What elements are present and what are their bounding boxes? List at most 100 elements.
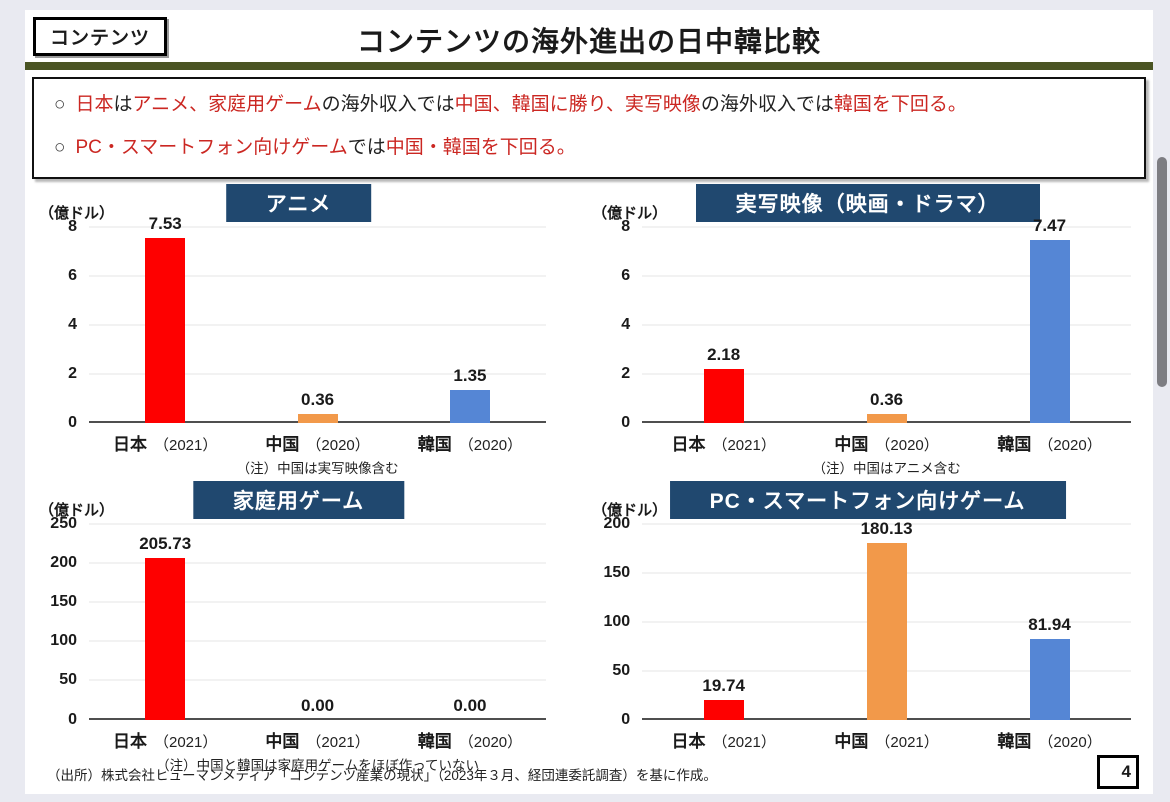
gridline bbox=[89, 324, 547, 326]
year-label: （2021） bbox=[306, 733, 370, 751]
x-axis-labels: 日本 （2021） 中国 （2021） 韓国 （2020） bbox=[89, 727, 546, 752]
chart-title-bar: 実写映像（映画・ドラマ） bbox=[695, 183, 1040, 222]
bullet-text-segment: の海外収入では bbox=[700, 94, 834, 115]
y-axis-tick-label: 150 bbox=[603, 563, 631, 581]
bar-korea bbox=[449, 389, 490, 423]
bar-value-label: 2.18 bbox=[707, 345, 741, 365]
bullet-line: ○ PC・スマートフォン向けゲームでは中国・韓国を下回る。 bbox=[54, 137, 1124, 160]
bullet-text: PC・スマートフォン向けゲームでは中国・韓国を下回る。 bbox=[75, 137, 575, 158]
country-label: 中国 bbox=[265, 434, 300, 454]
gridline bbox=[642, 324, 1131, 326]
gridline bbox=[89, 601, 547, 603]
axis-unit-label: （億ドル） bbox=[592, 501, 668, 519]
x-axis-labels: 日本 （2021） 中国 （2021） 韓国 （2020） bbox=[642, 727, 1131, 752]
bar-china bbox=[866, 543, 907, 720]
bar-slot: 19.74 bbox=[642, 524, 805, 720]
chart-note: （注）中国と韓国は家庭用ゲームをほぼ作っていない bbox=[156, 757, 480, 773]
y-axis: 0 2 4 6 8 bbox=[588, 218, 642, 431]
y-axis: 0 50 100 150 200 bbox=[588, 515, 642, 728]
x-axis-line bbox=[89, 717, 547, 720]
source-note: （出所）株式会社ヒューマンメディア「コンテンツ産業の現状」（2023年３月、経団… bbox=[47, 768, 717, 783]
bullet-marker: ○ bbox=[54, 136, 66, 158]
year-label: （2021） bbox=[712, 436, 776, 454]
content-tag-box: コンテンツ bbox=[33, 17, 168, 56]
bar-china bbox=[866, 413, 907, 423]
year-label: （2021） bbox=[154, 436, 218, 454]
y-axis-tick-label: 150 bbox=[50, 593, 77, 610]
year-label: （2021） bbox=[712, 733, 776, 751]
plot-row: 0 2 4 6 8 2.18 0.36 7.47 bbox=[588, 216, 1147, 431]
country-label: 日本 bbox=[113, 434, 147, 454]
bar-slot: 180.13 bbox=[805, 519, 968, 720]
x-axis-label: 韓国 （2020） bbox=[394, 430, 546, 455]
y-axis-tick-label: 100 bbox=[50, 632, 77, 650]
chart-console-game: （億ドル） 家庭用ゲーム 0 50 100 150 200 250 205.73 0.00 0.00… bbox=[35, 478, 562, 778]
bar-japan bbox=[703, 369, 744, 423]
gridline bbox=[89, 640, 547, 642]
y-axis-tick-label: 6 bbox=[621, 266, 631, 284]
bar-value-label: 0.36 bbox=[301, 389, 335, 409]
bars-layer: 205.73 0.00 0.00 bbox=[89, 524, 546, 720]
scrollbar-thumb[interactable] bbox=[1157, 157, 1167, 387]
y-axis-tick-label: 0 bbox=[68, 413, 77, 431]
year-label: （2021） bbox=[154, 733, 218, 751]
axis-unit-label: （億ドル） bbox=[39, 501, 115, 519]
x-axis-labels: 日本 （2021） 中国 （2020） 韓国 （2020） bbox=[89, 430, 546, 455]
bars-layer: 7.53 0.36 1.35 bbox=[89, 214, 546, 423]
x-axis-label: 日本 （2021） bbox=[642, 727, 805, 752]
country-label: 日本 bbox=[671, 434, 706, 454]
bar-value-label: 19.74 bbox=[702, 676, 745, 696]
bar-slot: 2.18 bbox=[642, 227, 805, 423]
header-divider bbox=[25, 62, 1153, 70]
x-axis-label: 韓国 （2020） bbox=[394, 727, 546, 752]
bar-slot: 7.53 bbox=[89, 214, 241, 423]
content-tag-label: コンテンツ bbox=[50, 28, 151, 49]
y-axis-tick-label: 0 bbox=[621, 413, 631, 431]
gridline bbox=[642, 275, 1131, 277]
chart-pc-smartphone-game: （億ドル） PC・スマートフォン向けゲーム 0 50 100 150 200 19.74 180… bbox=[588, 478, 1147, 778]
bullet-text-segment: 中国、韓国に勝り、実写映像 bbox=[454, 94, 701, 115]
country-label: 韓国 bbox=[997, 434, 1032, 454]
y-axis: 0 2 4 6 8 bbox=[35, 218, 89, 431]
x-axis-label: 中国 （2020） bbox=[241, 430, 393, 455]
chart-note: （注）中国はアニメ含む bbox=[812, 460, 961, 476]
plot-area: 2.18 0.36 7.47 bbox=[642, 216, 1131, 423]
x-axis-label: 中国 （2021） bbox=[805, 727, 968, 752]
axis-unit-label: （億ドル） bbox=[592, 204, 668, 222]
bullet-text-segment: 日本 bbox=[75, 94, 114, 115]
bullet-text-segment: では bbox=[347, 136, 386, 158]
gridline bbox=[89, 373, 547, 375]
x-axis-label: 日本 （2021） bbox=[89, 727, 241, 752]
bar-japan bbox=[145, 238, 186, 423]
year-label: （2020） bbox=[458, 733, 523, 751]
bullet-text-segment: PC・スマートフォン向けゲーム bbox=[75, 136, 348, 158]
gridline bbox=[89, 275, 547, 277]
bar-value-label: 0.36 bbox=[870, 389, 904, 409]
bar-slot: 7.47 bbox=[968, 216, 1131, 423]
plot-row: 0 50 100 150 200 250 205.73 0.00 0.00 bbox=[35, 515, 562, 728]
bar-value-label: 0.00 bbox=[453, 695, 487, 715]
year-label: （2020） bbox=[1038, 733, 1102, 751]
bar-slot: 0.00 bbox=[241, 524, 393, 720]
gridline bbox=[642, 373, 1131, 375]
bar-value-label: 81.94 bbox=[1028, 615, 1071, 635]
x-axis-labels: 日本 （2021） 中国 （2020） 韓国 （2020） bbox=[642, 430, 1131, 455]
x-axis-label: 韓国 （2020） bbox=[968, 727, 1131, 752]
y-axis-tick-label: 8 bbox=[68, 217, 77, 235]
y-axis-tick-label: 6 bbox=[68, 266, 77, 284]
chart-header: （億ドル） 家庭用ゲーム bbox=[35, 480, 562, 519]
chart-note: （注）中国は実写映像含む bbox=[236, 460, 399, 476]
bar-value-label: 0.00 bbox=[301, 695, 335, 715]
chart-title-bar: PC・スマートフォン向けゲーム bbox=[669, 480, 1066, 519]
bar-slot: 0.00 bbox=[394, 524, 546, 720]
bar-slot: 205.73 bbox=[89, 524, 241, 720]
y-axis-tick-label: 200 bbox=[603, 514, 631, 532]
bar-slot: 0.36 bbox=[805, 227, 968, 423]
bullet-marker: ○ bbox=[54, 94, 66, 115]
chart-title-bar: アニメ bbox=[225, 183, 372, 222]
year-label: （2020） bbox=[875, 436, 939, 454]
bullet-text-segment: の海外収入では bbox=[321, 94, 455, 115]
bullet-line: ○ 日本はアニメ、家庭用ゲームの海外収入では中国、韓国に勝り、実写映像の海外収入で… bbox=[54, 94, 1124, 117]
bar-japan bbox=[703, 700, 744, 720]
x-axis-label: 中国 （2020） bbox=[805, 430, 968, 455]
